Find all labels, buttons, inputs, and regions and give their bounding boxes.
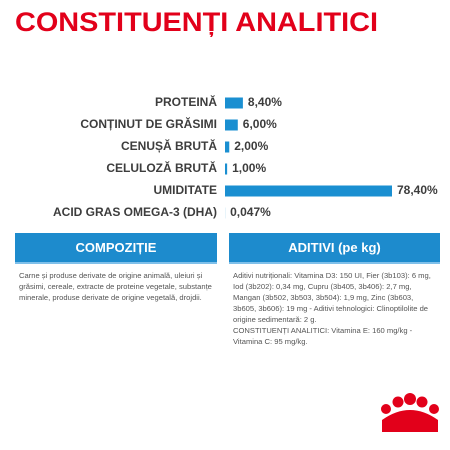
composition-text: Carne și produse derivate de origine ani… <box>19 271 212 302</box>
composition-title: COMPOZIȚIE <box>15 233 217 264</box>
category-label: CONȚINUT DE GRĂSIMI <box>80 116 217 131</box>
category-label: CELULOZĂ BRUTĂ <box>106 160 217 175</box>
chart-title: CONSTITUENȚI ANALITICI <box>15 7 378 37</box>
bar <box>225 141 230 153</box>
bar <box>225 185 392 197</box>
logo <box>381 393 439 432</box>
additives-title: ADITIVI (pe kg) <box>229 233 440 264</box>
value-label: 78,40% <box>397 183 438 197</box>
bar <box>225 97 243 109</box>
value-label: 6,00% <box>243 117 277 131</box>
value-label: 0,047% <box>230 205 271 219</box>
value-label: 1,00% <box>232 161 266 175</box>
category-label: CENUȘĂ BRUTĂ <box>121 138 217 153</box>
category-label: ACID GRAS OMEGA-3 (DHA) <box>53 205 217 219</box>
additives-body: Aditivi nutriționali: Vitamina D3: 150 U… <box>229 264 440 347</box>
category-label: PROTEINĂ <box>155 94 217 109</box>
additives-box: ADITIVI (pe kg) Aditivi nutriționali: Vi… <box>229 233 440 393</box>
category-label: UMIDITATE <box>153 183 217 197</box>
bar <box>225 163 228 175</box>
value-label: 2,00% <box>234 139 268 153</box>
additives-text: CONSTITUENȚI ANALITICI: Vitamina E: 160 … <box>233 326 413 346</box>
additives-text: Aditivi nutriționali: Vitamina D3: 150 U… <box>233 271 431 324</box>
bar <box>225 119 238 131</box>
composition-box: COMPOZIȚIE Carne și produse derivate de … <box>15 233 217 393</box>
value-label: 8,40% <box>248 95 282 109</box>
